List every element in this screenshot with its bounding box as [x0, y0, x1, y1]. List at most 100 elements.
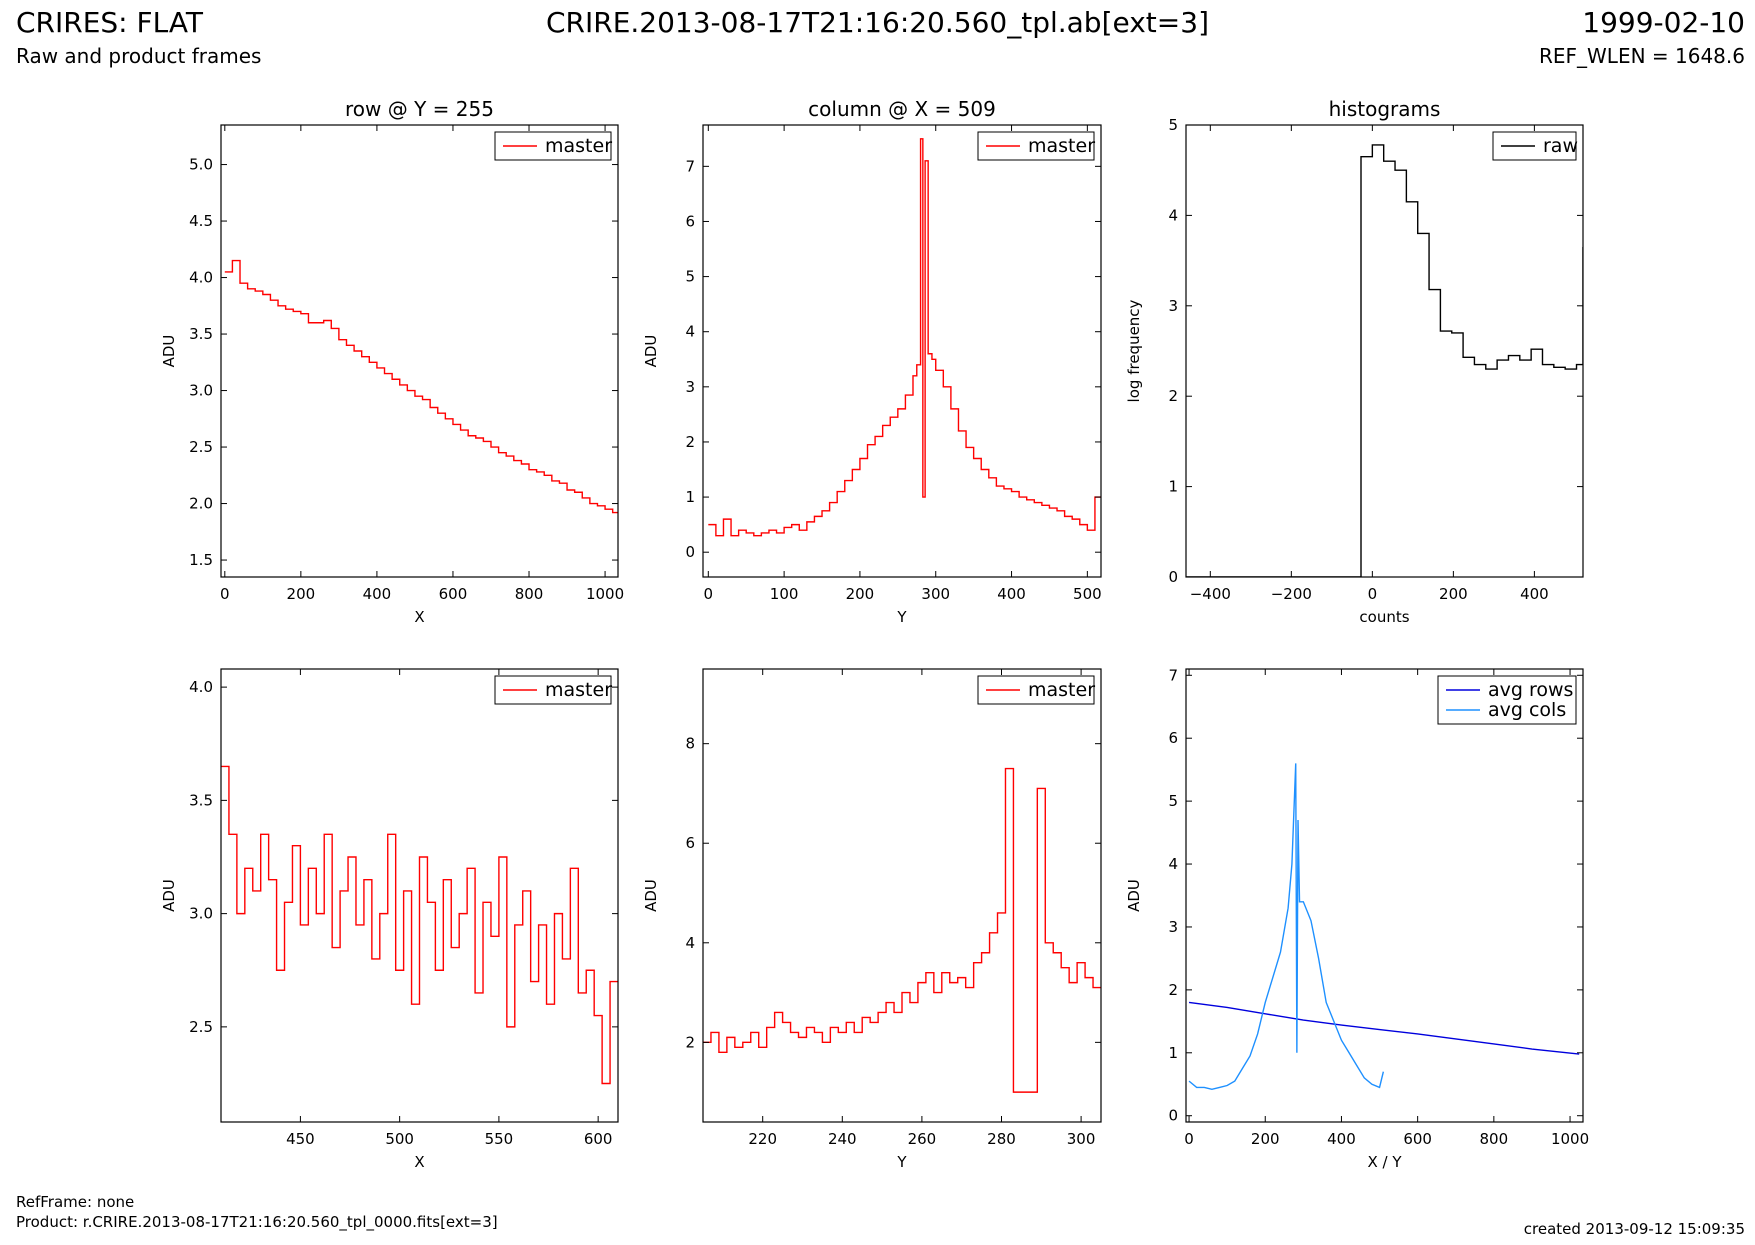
y-axis-label: log frequency [1125, 299, 1143, 402]
x-tick-label: 220 [748, 1130, 777, 1148]
y-tick-label: 1 [1168, 478, 1178, 496]
chart-panel-4: 450 500 550 600 2.5 3.0 3.5 4.0 X ADU master [160, 668, 619, 1171]
y-tick-label: 3 [1168, 918, 1178, 936]
x-tick-label: 600 [584, 1130, 613, 1148]
y-tick-label: 0 [1168, 1107, 1178, 1125]
y-tick-label: 2.0 [189, 495, 213, 513]
y-tick-label: 4.0 [189, 678, 213, 696]
legend-label: master [545, 135, 612, 157]
x-axis-label: Y [896, 1153, 907, 1171]
chart-title: row @ Y = 255 [345, 97, 494, 121]
x-tick-label: −200 [1271, 585, 1312, 603]
plot-frame [1185, 124, 1584, 578]
series-line-avg-rows [1188, 1001, 1580, 1055]
y-tick-label: 2 [1168, 387, 1178, 405]
x-tick-label: −400 [1190, 585, 1231, 603]
series-line-avg-cols [1188, 763, 1385, 1091]
series-line-raw [1186, 144, 1583, 577]
x-tick-label: 600 [1403, 1130, 1432, 1148]
x-tick-label: 200 [287, 585, 316, 603]
y-tick-label: 3 [1168, 297, 1178, 315]
series-line-master [708, 138, 1101, 537]
x-tick-label: 280 [987, 1130, 1016, 1148]
y-tick-label: 5 [1168, 116, 1178, 134]
x-tick-label: 0 [1368, 585, 1378, 603]
x-tick-label: 0 [1184, 1130, 1194, 1148]
series-line-master [221, 765, 618, 1085]
y-tick-label: 4 [1168, 855, 1178, 873]
y-tick-label: 7 [1168, 666, 1178, 684]
x-tick-label: 0 [220, 585, 230, 603]
x-tick-label: 300 [1067, 1130, 1096, 1148]
x-tick-label: 800 [1480, 1130, 1509, 1148]
y-tick-label: 6 [685, 834, 695, 852]
series-line-master [224, 259, 618, 514]
x-tick-label: 300 [921, 585, 950, 603]
subtitle: Raw and product frames [16, 44, 262, 68]
x-tick-label: 600 [439, 585, 468, 603]
chart-panel-2: 0 100 200 300 400 500 0 1 2 3 4 5 6 7 column @ X = 509… [642, 97, 1102, 626]
chart-panel-1: 0 200 400 600 800 1000 1.5 2.0 2.5 3.0 3.5 4.0 4.5 5.… [160, 97, 624, 626]
x-tick-label: 400 [1520, 585, 1549, 603]
legend: raw [1492, 131, 1578, 161]
plot-frame [1185, 668, 1584, 1123]
plot-frame [220, 668, 619, 1123]
y-axis-label: ADU [642, 879, 660, 912]
x-tick-label: 240 [828, 1130, 857, 1148]
y-axis-label: ADU [642, 335, 660, 368]
y-tick-label: 4 [685, 323, 695, 341]
product-label: Product: r.CRIRE.2013-08-17T21:16:20.560… [16, 1213, 498, 1231]
y-tick-label: 5.0 [189, 156, 213, 174]
legend-box [1437, 675, 1577, 725]
y-tick-label: 2 [685, 433, 695, 451]
y-axis-label: ADU [1125, 879, 1143, 912]
chart-panel-5: 220 240 260 280 300 2 4 6 8 Y ADU master [642, 668, 1102, 1171]
series-line-master [703, 767, 1101, 1093]
chart-panel-3: −400 −200 0 200 400 0 1 2 3 4 5 histograms counts log… [1125, 97, 1584, 626]
chart-panel-6: 0 200 400 600 800 1000 0 1 2 3 4 5 6 7 X / Y ADU avg row… [1125, 666, 1589, 1171]
legend: master [494, 131, 612, 161]
x-tick-label: 1000 [586, 585, 624, 603]
x-axis-label: X [414, 1153, 424, 1171]
x-axis-label: X [414, 608, 424, 626]
y-axis-label: ADU [160, 879, 178, 912]
legend: master [977, 675, 1095, 705]
y-tick-label: 3 [685, 378, 695, 396]
refframe-label: RefFrame: none [16, 1193, 135, 1211]
created-label: created 2013-09-12 15:09:35 [1523, 1220, 1745, 1238]
y-tick-label: 4.0 [189, 269, 213, 287]
x-tick-label: 500 [385, 1130, 414, 1148]
x-tick-label: 550 [485, 1130, 514, 1148]
y-tick-label: 3.5 [189, 791, 213, 809]
instrument-title: CRIRES: FLAT [16, 6, 203, 39]
y-tick-label: 3.5 [189, 325, 213, 343]
y-tick-label: 4 [685, 934, 695, 952]
x-tick-label: 400 [997, 585, 1026, 603]
filename-title: CRIRE.2013-08-17T21:16:20.560_tpl.ab[ext… [545, 6, 1209, 39]
y-tick-label: 0 [685, 543, 695, 561]
legend-label: master [1028, 135, 1095, 157]
x-tick-label: 0 [704, 585, 714, 603]
plot-frame [702, 668, 1102, 1123]
y-tick-label: 2.5 [189, 438, 213, 456]
ref-wlen-label: REF_WLEN = 1648.6 [1538, 44, 1745, 68]
x-tick-label: 450 [286, 1130, 315, 1148]
y-tick-label: 5 [685, 268, 695, 286]
y-tick-label: 3.0 [189, 905, 213, 923]
x-tick-label: 1000 [1551, 1130, 1589, 1148]
y-tick-label: 7 [685, 157, 695, 175]
x-tick-label: 260 [908, 1130, 937, 1148]
x-tick-label: 100 [770, 585, 799, 603]
y-tick-label: 2.5 [189, 1018, 213, 1036]
y-tick-label: 1 [685, 488, 695, 506]
y-tick-label: 6 [685, 212, 695, 230]
y-tick-label: 1 [1168, 1044, 1178, 1062]
y-tick-label: 2 [1168, 981, 1178, 999]
y-tick-label: 0 [1168, 568, 1178, 586]
chart-title: histograms [1329, 97, 1441, 121]
legend-label: master [1028, 679, 1095, 701]
y-tick-label: 1.5 [189, 551, 213, 569]
x-tick-label: 200 [846, 585, 875, 603]
y-tick-label: 4.5 [189, 212, 213, 230]
